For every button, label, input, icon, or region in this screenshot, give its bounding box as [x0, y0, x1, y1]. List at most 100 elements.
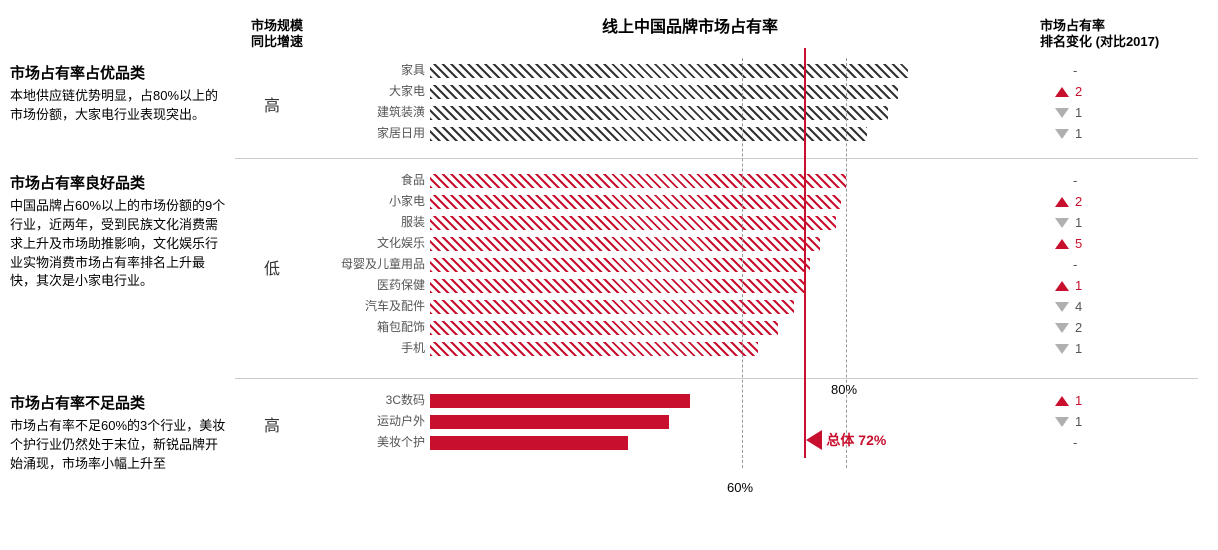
- bar: [430, 85, 898, 99]
- rank-change-value: 1: [1075, 105, 1087, 120]
- group-separator: [235, 158, 1198, 159]
- bar-row: [430, 254, 950, 275]
- axis-label-60: 60%: [727, 480, 753, 495]
- bar-row: [430, 317, 950, 338]
- triangle-up-icon: [1055, 239, 1069, 249]
- category-label: 美妆个护: [310, 432, 425, 453]
- bar: [430, 394, 690, 408]
- category-label: 服装: [310, 212, 425, 233]
- category-label: 汽车及配件: [310, 296, 425, 317]
- ref-line-80: [846, 58, 847, 468]
- triangle-down-icon: [1055, 129, 1069, 139]
- rank-change: 1: [1055, 338, 1087, 359]
- group-separator: [235, 378, 1198, 379]
- rank-change: 5: [1055, 233, 1087, 254]
- group-title: 市场占有率良好品类: [10, 172, 230, 193]
- rank-change-value: 2: [1075, 84, 1087, 99]
- rank-change-none: -: [1055, 63, 1077, 78]
- rank-change: 2: [1055, 191, 1087, 212]
- category-label: 手机: [310, 338, 425, 359]
- category-label: 家居日用: [310, 123, 425, 144]
- bar-row: [430, 191, 950, 212]
- triangle-down-icon: [1055, 323, 1069, 333]
- rank-change: -: [1055, 432, 1077, 453]
- bar: [430, 237, 820, 251]
- bar: [430, 64, 908, 78]
- bar: [430, 195, 841, 209]
- rank-change: 1: [1055, 102, 1087, 123]
- group-desc-text: 市场占有率不足60%的3个行业，美妆个护行业仍然处于末位，新锐品牌开始涌现，市场…: [10, 417, 230, 474]
- bar-row: [430, 233, 950, 254]
- bar: [430, 216, 836, 230]
- rank-change-value: 1: [1075, 341, 1087, 356]
- group-title: 市场占有率占优品类: [10, 62, 230, 83]
- rank-change-value: 1: [1075, 414, 1087, 429]
- axis-label-80: 80%: [831, 382, 857, 397]
- bar-row: [430, 390, 950, 411]
- category-label: 建筑装潢: [310, 102, 425, 123]
- rank-change: 1: [1055, 275, 1087, 296]
- category-label: 小家电: [310, 191, 425, 212]
- header-growth: 市场规模 同比增速: [242, 18, 312, 49]
- bar: [430, 127, 867, 141]
- bar-row: [430, 212, 950, 233]
- group-desc-text: 中国品牌占60%以上的市场份额的9个行业，近两年，受到民族文化消费需求上升及市场…: [10, 197, 230, 291]
- triangle-down-icon: [1055, 218, 1069, 228]
- rank-change-value: 1: [1075, 126, 1087, 141]
- rank-change-none: -: [1055, 435, 1077, 450]
- group-description: 市场占有率占优品类本地供应链优势明显，占80%以上的市场份额，大家电行业表现突出…: [10, 62, 230, 125]
- bar: [430, 342, 758, 356]
- bar-row: [430, 81, 950, 102]
- header-chart-title: 线上中国品牌市场占有率: [430, 18, 950, 37]
- header-change: 市场占有率 排名变化 (对比2017): [1040, 18, 1159, 49]
- group-description: 市场占有率不足品类市场占有率不足60%的3个行业，美妆个护行业仍然处于末位，新锐…: [10, 392, 230, 474]
- category-label: 3C数码: [310, 390, 425, 411]
- category-label: 医药保健: [310, 275, 425, 296]
- triangle-down-icon: [1055, 108, 1069, 118]
- triangle-up-icon: [1055, 87, 1069, 97]
- triangle-down-icon: [1055, 417, 1069, 427]
- bar: [430, 321, 778, 335]
- triangle-down-icon: [1055, 344, 1069, 354]
- category-label: 运动户外: [310, 411, 425, 432]
- rank-change-value: 5: [1075, 236, 1087, 251]
- bar: [430, 300, 794, 314]
- rank-change-value: 2: [1075, 194, 1087, 209]
- rank-change-value: 1: [1075, 278, 1087, 293]
- rank-change-value: 2: [1075, 320, 1087, 335]
- growth-level: 低: [242, 255, 302, 279]
- bar: [430, 436, 628, 450]
- category-label: 食品: [310, 170, 425, 191]
- triangle-up-icon: [1055, 396, 1069, 406]
- triangle-up-icon: [1055, 281, 1069, 291]
- growth-level: 高: [242, 412, 302, 436]
- rank-change-none: -: [1055, 173, 1077, 188]
- rank-change: 1: [1055, 390, 1087, 411]
- group-desc-text: 本地供应链优势明显，占80%以上的市场份额，大家电行业表现突出。: [10, 87, 230, 125]
- rank-change: -: [1055, 254, 1077, 275]
- rank-change-value: 4: [1075, 299, 1087, 314]
- category-label: 文化娱乐: [310, 233, 425, 254]
- bar-row: [430, 102, 950, 123]
- growth-level: 高: [242, 92, 302, 116]
- ref-line-overall: [804, 48, 806, 458]
- group-title: 市场占有率不足品类: [10, 392, 230, 413]
- rank-change: 1: [1055, 212, 1087, 233]
- triangle-up-icon: [1055, 197, 1069, 207]
- triangle-down-icon: [1055, 302, 1069, 312]
- ref-line-60: [742, 58, 743, 468]
- bar: [430, 258, 810, 272]
- rank-change-value: 1: [1075, 215, 1087, 230]
- group-description: 市场占有率良好品类中国品牌占60%以上的市场份额的9个行业，近两年，受到民族文化…: [10, 172, 230, 291]
- bar-row: [430, 60, 950, 81]
- rank-change: -: [1055, 60, 1077, 81]
- category-label: 大家电: [310, 81, 425, 102]
- category-label: 家具: [310, 60, 425, 81]
- bar-row: [430, 123, 950, 144]
- rank-change: -: [1055, 170, 1077, 191]
- rank-change: 1: [1055, 123, 1087, 144]
- overall-label: 总体 72%: [826, 430, 886, 450]
- category-label: 母婴及儿童用品: [310, 254, 425, 275]
- category-label: 箱包配饰: [310, 317, 425, 338]
- rank-change: 4: [1055, 296, 1087, 317]
